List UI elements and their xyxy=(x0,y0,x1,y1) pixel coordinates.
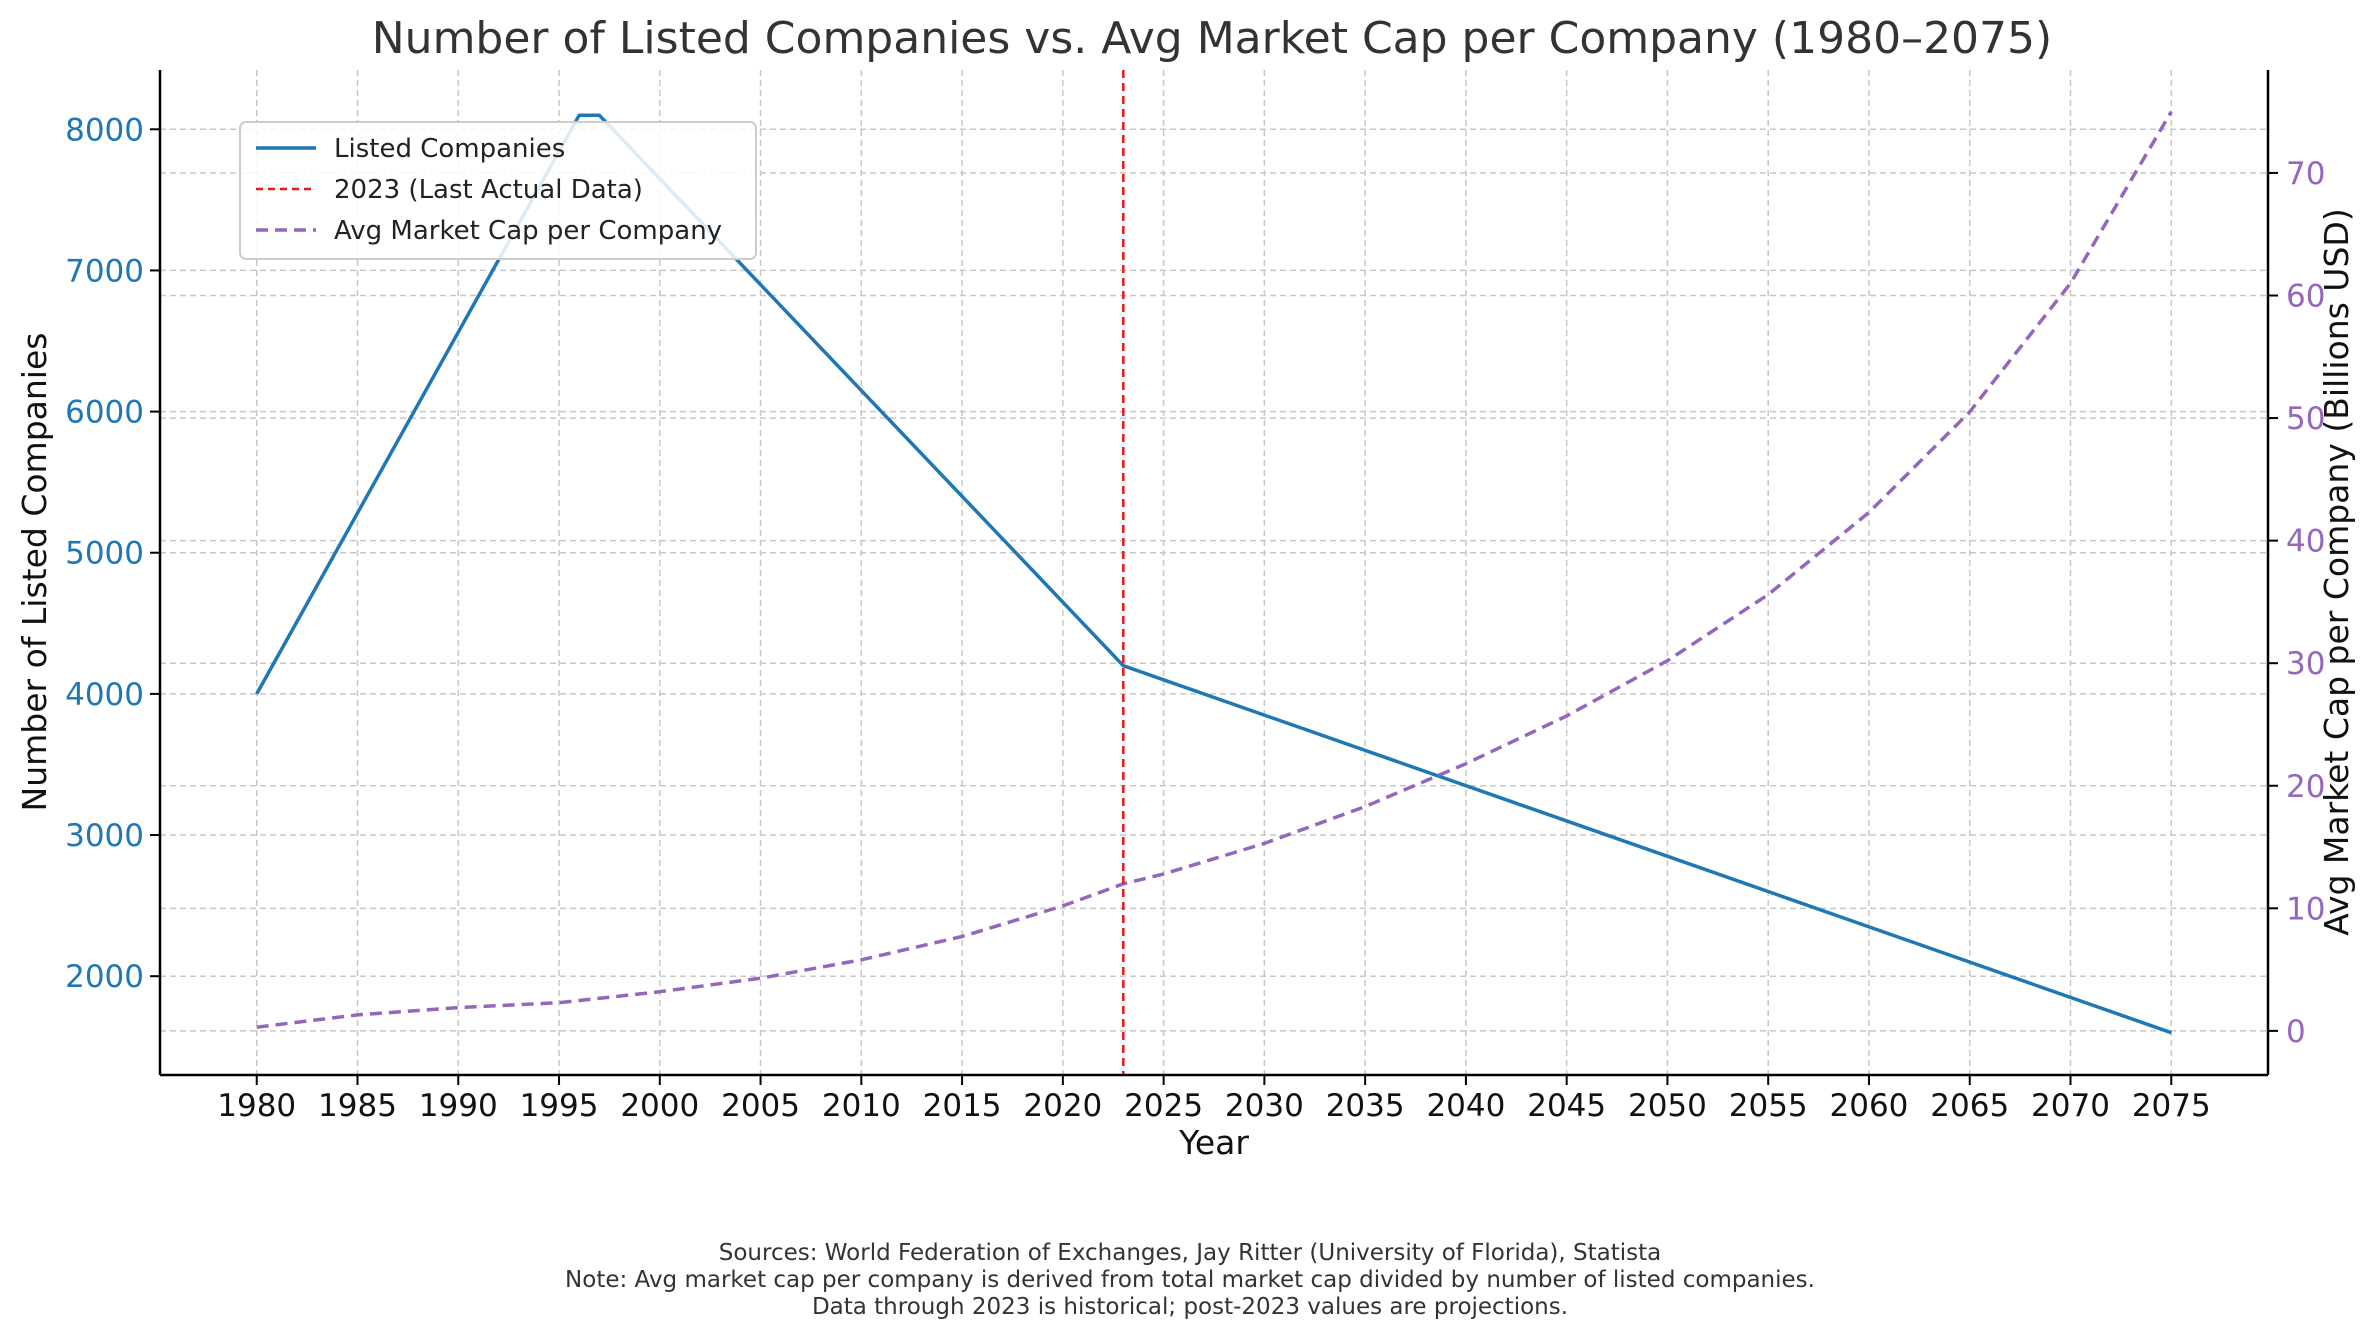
legend-label-avg-market-cap: Avg Market Cap per Company xyxy=(334,216,722,246)
series-layer xyxy=(255,70,2173,1075)
left-tick-label-8000: 8000 xyxy=(65,112,144,148)
right-tick-label-50: 50 xyxy=(2286,401,2325,437)
legend-label-listed-companies: Listed Companies xyxy=(334,134,565,164)
x-axis-ticks: 1980 1985 1990 1995 2000 2005 2010 2015 2020 2025… xyxy=(217,1075,2211,1124)
x-tick-label-2065: 2065 xyxy=(1930,1088,2009,1124)
x-tick-label-1980: 1980 xyxy=(217,1088,296,1124)
x-tick-label-2055: 2055 xyxy=(1729,1088,1808,1124)
x-tick-label-1995: 1995 xyxy=(520,1088,599,1124)
left-tick-label-2000: 2000 xyxy=(65,959,144,995)
right-tick-label-60: 60 xyxy=(2286,279,2325,315)
left-tick-label-4000: 4000 xyxy=(65,677,144,713)
right-tick-label-0: 0 xyxy=(2286,1014,2306,1050)
x-tick-label-2035: 2035 xyxy=(1326,1088,1405,1124)
x-tick-label-2070: 2070 xyxy=(2031,1088,2110,1124)
right-axis-ticks: 0 10 20 30 40 50 60 70 xyxy=(2268,156,2325,1050)
x-tick-label-2040: 2040 xyxy=(1426,1088,1505,1124)
x-tick-label-2075: 2075 xyxy=(2132,1088,2211,1124)
x-tick-label-1990: 1990 xyxy=(419,1088,498,1124)
legend-label-2023-line: 2023 (Last Actual Data) xyxy=(334,175,643,205)
right-axis-label: Avg Market Cap per Company (Billions USD… xyxy=(2317,208,2356,935)
left-tick-label-5000: 5000 xyxy=(65,536,144,572)
right-tick-label-10: 10 xyxy=(2286,891,2325,927)
left-tick-label-7000: 7000 xyxy=(65,253,144,289)
x-axis-label: Year xyxy=(1178,1123,1249,1162)
x-tick-label-2015: 2015 xyxy=(923,1088,1002,1124)
legend: Listed Companies 2023 (Last Actual Data)… xyxy=(239,121,757,260)
chart-title: Number of Listed Companies vs. Avg Marke… xyxy=(372,13,2052,64)
x-tick-label-2045: 2045 xyxy=(1527,1088,1606,1124)
footer-sources: Sources: World Federation of Exchanges, … xyxy=(719,1240,1661,1266)
x-tick-label-1985: 1985 xyxy=(318,1088,397,1124)
right-tick-label-40: 40 xyxy=(2286,524,2325,560)
x-tick-label-2005: 2005 xyxy=(721,1088,800,1124)
x-tick-label-2000: 2000 xyxy=(620,1088,699,1124)
x-tick-label-2030: 2030 xyxy=(1225,1088,1304,1124)
x-tick-label-2010: 2010 xyxy=(822,1088,901,1124)
right-tick-label-30: 30 xyxy=(2286,646,2325,682)
footer-projection-note: Data through 2023 is historical; post-20… xyxy=(812,1294,1568,1320)
x-tick-label-2020: 2020 xyxy=(1023,1088,1102,1124)
right-tick-label-70: 70 xyxy=(2286,156,2325,192)
left-tick-label-3000: 3000 xyxy=(65,818,144,854)
x-tick-label-2025: 2025 xyxy=(1124,1088,1203,1124)
left-axis-label: Number of Listed Companies xyxy=(15,333,54,812)
grid-lines xyxy=(160,70,2268,1075)
right-tick-label-20: 20 xyxy=(2286,769,2325,805)
footer-note: Note: Avg market cap per company is deri… xyxy=(565,1267,1815,1293)
left-axis-ticks: 2000 3000 4000 5000 6000 7000 8000 xyxy=(65,112,160,995)
x-tick-label-2050: 2050 xyxy=(1628,1088,1707,1124)
legend-box xyxy=(239,121,757,260)
x-tick-label-2060: 2060 xyxy=(1830,1088,1909,1124)
left-tick-label-6000: 6000 xyxy=(65,395,144,431)
